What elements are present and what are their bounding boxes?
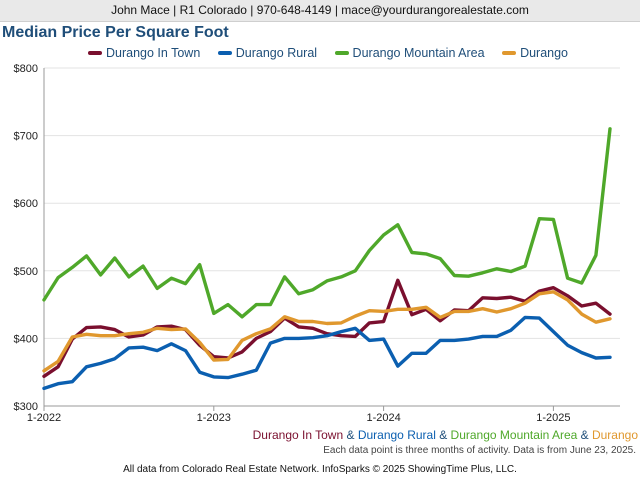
footer-joiner-3: & <box>577 428 592 442</box>
data-note: Each data point is three months of activ… <box>323 445 636 456</box>
legend-item-mountain[interactable]: Durango Mountain Area <box>334 46 485 60</box>
legend-swatch-in-town <box>88 50 102 55</box>
x-tick-label-1-2024: 1-2024 <box>366 412 400 424</box>
series-line-mountain-area <box>42 127 612 319</box>
series-line-durango <box>42 290 612 373</box>
x-tick-label-1-2023: 1-2023 <box>197 412 231 424</box>
y-tick-label-500: $500 <box>14 266 38 278</box>
footer-series-mountain: Durango Mountain Area <box>450 428 578 442</box>
y-tick-label-300: $300 <box>14 401 38 413</box>
x-tick-label-1-2022: 1-2022 <box>27 412 61 424</box>
email-address[interactable]: mace@yourdurangorealestate.com <box>341 3 529 17</box>
header-separator-3: | <box>331 3 342 17</box>
y-tick-label-700: $700 <box>14 131 38 143</box>
footer-joiner-1: & <box>343 428 358 442</box>
legend-item-rural[interactable]: Durango Rural <box>217 46 318 60</box>
series-line-in-town <box>42 278 612 378</box>
header-separator-1: | <box>169 3 180 17</box>
legend-item-durango[interactable]: Durango <box>502 46 568 60</box>
legend-swatch-rural <box>217 50 232 55</box>
phone-number: 970-648-4149 <box>256 3 332 17</box>
x-tick-label-1-2025: 1-2025 <box>536 412 570 424</box>
y-tick-label-800: $800 <box>14 63 38 75</box>
header-separator-2: | <box>246 3 257 17</box>
series-line-rural <box>42 315 612 391</box>
chart-legend: Durango In Town Durango Rural Durango Mo… <box>88 46 582 62</box>
legend-label-in-town: Durango In Town <box>106 46 201 60</box>
series-footer: Durango In Town & Durango Rural & Durang… <box>253 428 638 442</box>
contact-header: John Mace | R1 Colorado | 970-648-4149 |… <box>0 0 640 22</box>
brokerage-name: R1 Colorado <box>179 3 247 17</box>
footer-series-in-town: Durango In Town <box>252 428 344 442</box>
footer-series-durango: Durango <box>591 428 638 442</box>
y-tick-label-600: $600 <box>14 198 38 210</box>
legend-label-mountain: Durango Mountain Area <box>352 46 485 60</box>
footer-joiner-2: & <box>435 428 451 442</box>
chart-title: Median Price Per Square Foot <box>2 24 229 41</box>
legend-swatch-durango <box>502 50 517 55</box>
legend-swatch-mountain <box>334 50 349 55</box>
y-tick-label-400: $400 <box>14 333 38 345</box>
legend-label-rural: Durango Rural <box>235 46 318 60</box>
legend-item-in-town[interactable]: Durango In Town <box>88 46 200 60</box>
data-source-footer: All data from Colorado Real Estate Netwo… <box>123 464 517 475</box>
legend-label-durango: Durango <box>520 46 569 60</box>
footer-series-rural: Durango Rural <box>357 428 436 442</box>
agent-name: John Mace <box>111 3 170 17</box>
